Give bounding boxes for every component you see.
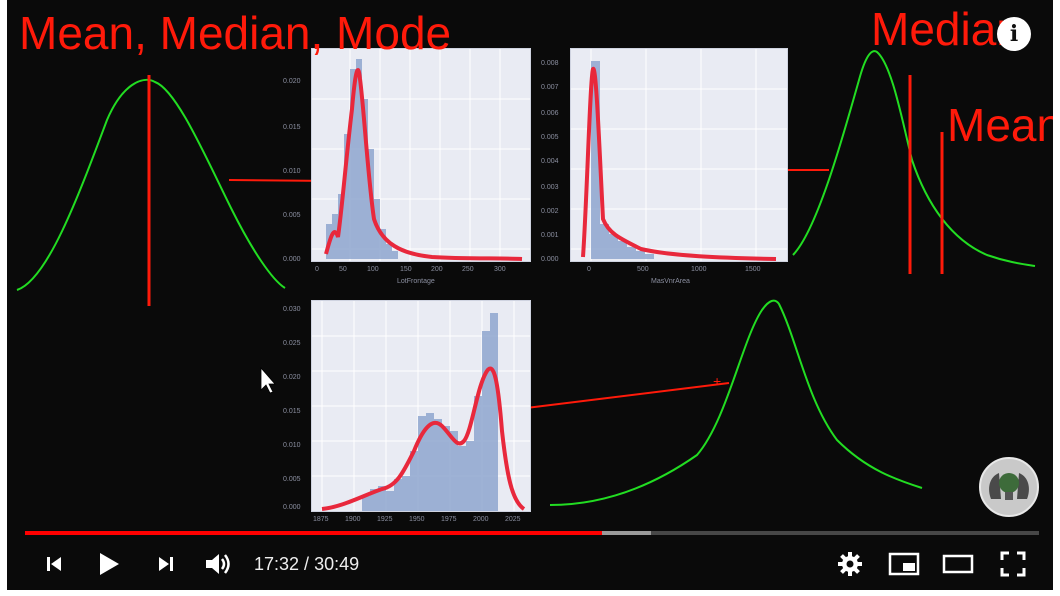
tick-label: 0.002 [541, 208, 559, 215]
overlay-title: Mean, Median, Mode [19, 7, 452, 59]
tick-label: 0.000 [283, 256, 301, 263]
histogram-lotfrontage [311, 48, 531, 262]
mouse-cursor [260, 366, 276, 394]
tick-label: 300 [494, 266, 506, 273]
tick-label: 100 [367, 266, 379, 273]
tick-label: 1900 [345, 516, 361, 523]
duration: 30:49 [314, 554, 360, 574]
skip-previous-icon [47, 557, 61, 571]
tick-label: 2000 [473, 516, 489, 523]
axis-label-lotfrontage: LotFrontage [397, 278, 435, 285]
time-display: 17:32 / 30:49 [254, 551, 359, 577]
volume-button[interactable] [201, 545, 237, 583]
tick-label: 0 [315, 266, 319, 273]
current-time: 17:32 [254, 554, 300, 574]
tick-label: 0.020 [283, 374, 301, 381]
video-player[interactable]: + 0.020 0.015 0.010 0.005 0.000 0 50 100… [7, 0, 1053, 590]
axis-label-masvnrarea: MasVnrArea [651, 278, 690, 285]
tick-label: 0 [587, 266, 591, 273]
tick-label: 0.001 [541, 232, 559, 239]
tick-label: 0.005 [283, 476, 301, 483]
tick-label: 250 [462, 266, 474, 273]
tick-label: 150 [400, 266, 412, 273]
histogram-masvnrarea [570, 48, 788, 262]
tick-label: 0.020 [283, 78, 301, 85]
tick-label: 0.004 [541, 158, 559, 165]
time-separator: / [299, 554, 315, 574]
tick-label: 0.006 [541, 110, 559, 117]
tick-label: 1950 [409, 516, 425, 523]
settings-button[interactable] [832, 545, 868, 583]
volume-icon [206, 554, 230, 574]
histogram-yearbuilt [311, 300, 531, 512]
tick-label: 0.003 [541, 184, 559, 191]
overlay-mean-label: Mean [947, 99, 1053, 151]
tick-label: 0.010 [283, 168, 301, 175]
tick-label: 0.025 [283, 340, 301, 347]
tick-label: 1975 [441, 516, 457, 523]
tick-label: 2025 [505, 516, 521, 523]
tick-label: 1875 [313, 516, 329, 523]
miniplayer-button[interactable] [885, 545, 923, 583]
tick-label: 0.015 [283, 408, 301, 415]
tick-label: 500 [637, 266, 649, 273]
overlay-median-label: Median [871, 3, 1022, 55]
theater-mode-button[interactable] [939, 545, 977, 583]
tick-label: 1500 [745, 266, 761, 273]
green-curve-bottom [549, 299, 923, 506]
tick-label: 0.008 [541, 60, 559, 67]
tick-label: 0.030 [283, 306, 301, 313]
tick-label: 0.007 [541, 84, 559, 91]
tick-label: 1000 [691, 266, 707, 273]
tick-label: 0.000 [283, 504, 301, 511]
brain-lightbulb-icon [989, 473, 1029, 500]
play-icon [100, 553, 119, 575]
fullscreen-icon [1000, 551, 1026, 577]
previous-button[interactable] [37, 545, 71, 583]
tick-label: 0.000 [541, 256, 559, 263]
next-button[interactable] [149, 545, 183, 583]
tick-label: 50 [339, 266, 347, 273]
progress-bar[interactable] [25, 531, 1039, 535]
green-curve-right [792, 50, 1036, 267]
tick-label: 200 [431, 266, 443, 273]
tick-label: 0.015 [283, 124, 301, 131]
gear-icon [838, 552, 862, 576]
tick-label: 0.005 [283, 212, 301, 219]
green-curve-left [16, 78, 286, 291]
theater-mode-icon [942, 554, 974, 574]
miniplayer-icon [888, 552, 920, 576]
arrow-to-yearbuilt [509, 382, 730, 411]
channel-watermark-logo[interactable] [979, 457, 1039, 517]
skip-next-icon [159, 557, 173, 571]
tick-label: 0.010 [283, 442, 301, 449]
play-button[interactable] [91, 545, 127, 583]
tick-label: 0.005 [541, 134, 559, 141]
cross-mark: + [713, 373, 721, 389]
info-icon[interactable]: i [997, 17, 1031, 51]
tick-label: 1925 [377, 516, 393, 523]
fullscreen-button[interactable] [995, 545, 1031, 583]
progress-played [25, 531, 602, 535]
